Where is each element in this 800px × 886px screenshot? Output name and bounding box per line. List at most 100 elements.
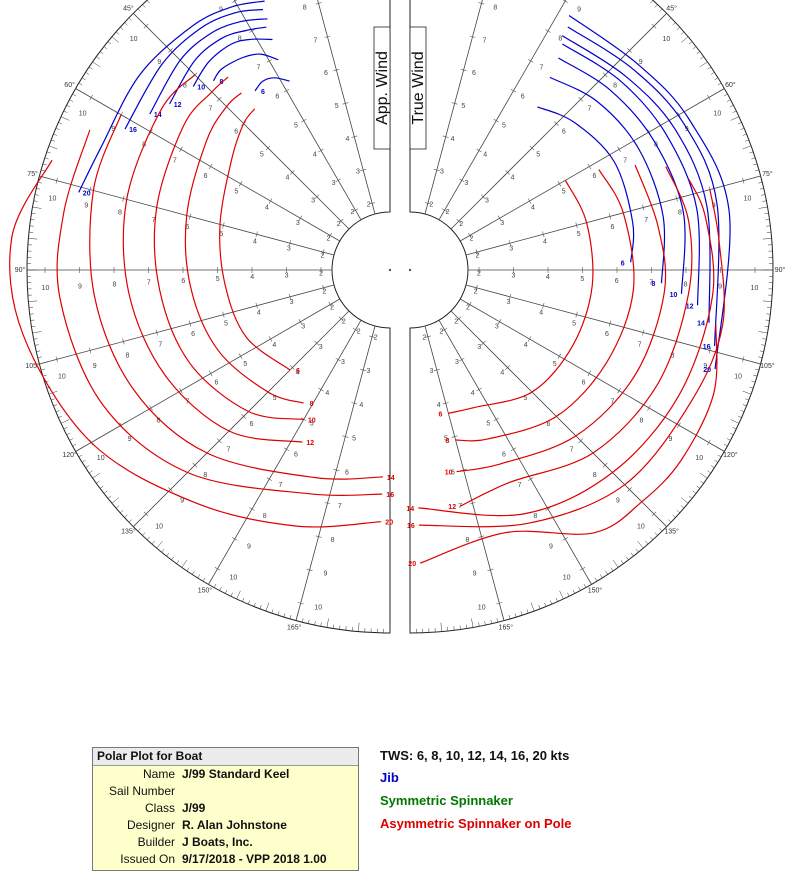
ring-label: 2 <box>321 253 325 260</box>
rim-tick <box>60 419 70 424</box>
info-value: J/99 Standard Keel <box>182 767 290 781</box>
ring-tick <box>627 48 632 53</box>
ring-label: 10 <box>714 110 722 117</box>
curve-jib-8 <box>549 76 666 284</box>
rim-tick <box>599 574 603 578</box>
info-key: Builder <box>137 835 175 849</box>
rim-tick <box>490 619 492 624</box>
rim-tick <box>761 194 766 196</box>
rim-tick <box>63 427 68 430</box>
info-key: Issued On <box>120 852 175 866</box>
rim-tick <box>53 133 58 136</box>
ring-tick <box>328 301 332 308</box>
ring-tick <box>529 145 535 151</box>
rim-tick <box>758 356 763 359</box>
rim-tick <box>645 540 649 545</box>
panel-title: App. Wind <box>374 51 391 125</box>
ring-tick <box>55 356 58 363</box>
ring-label: 2 <box>330 305 334 312</box>
rim-tick <box>729 104 734 108</box>
rim-tick <box>668 17 672 21</box>
rim-tick <box>259 605 262 609</box>
ring-tick <box>322 249 325 256</box>
rim-tick <box>714 77 718 81</box>
ring-tick <box>587 370 592 377</box>
ring-tick <box>214 567 221 571</box>
ring-label: 6 <box>451 470 455 477</box>
ring-label: 3 <box>477 344 481 351</box>
ring-label: 2 <box>466 305 470 312</box>
ring-label: 7 <box>570 447 574 454</box>
rim-tick <box>745 398 749 401</box>
ring-tick <box>249 29 255 33</box>
ring-tick <box>493 118 499 123</box>
ring-tick <box>677 112 681 118</box>
rim-tick <box>82 459 86 463</box>
ring-label: 2 <box>357 329 361 336</box>
ring-label: 10 <box>478 605 486 612</box>
ring-tick <box>352 328 359 332</box>
rim-tick <box>137 528 141 532</box>
rim-tick <box>745 139 749 142</box>
ring-tick <box>369 202 376 205</box>
info-row-name: Name J/99 Standard Keel <box>93 766 358 783</box>
curve-asymmetric-spinnaker-on-pole-16 <box>418 189 725 528</box>
ring-tick <box>322 284 325 291</box>
ring-tick <box>456 218 462 224</box>
ring-label: 5 <box>444 436 448 443</box>
ring-tick <box>424 202 431 205</box>
rim-tick <box>358 622 360 632</box>
ring-tick <box>318 387 324 392</box>
curve-label: 8 <box>652 281 656 288</box>
curve-label: 8 <box>446 438 450 445</box>
ring-label: 9 <box>157 59 161 66</box>
rim-tick <box>723 443 728 447</box>
ring-tick <box>268 336 273 342</box>
rim-tick <box>161 548 165 553</box>
ring-label: 5 <box>536 152 540 159</box>
ring-label: 10 <box>314 605 322 612</box>
curve-label: 6 <box>261 89 265 96</box>
ring-label: 7 <box>338 503 342 510</box>
rim-tick <box>762 338 767 340</box>
legend-tws: TWS: 6, 8, 10, 12, 14, 16, 20 kts <box>380 748 570 763</box>
rim-tick <box>332 624 335 629</box>
rim-tick <box>496 618 499 623</box>
ring-label: 5 <box>273 395 277 402</box>
ring-tick <box>232 0 238 3</box>
rim-tick <box>103 46 108 50</box>
rim-tick <box>107 495 112 499</box>
rim-tick <box>32 206 42 209</box>
rim-tick <box>530 602 535 612</box>
ring-tick <box>238 181 243 187</box>
rim-tick <box>51 139 55 142</box>
radial-line <box>39 284 335 365</box>
rim-tick <box>85 72 90 75</box>
ring-label: 3 <box>464 180 468 187</box>
ring-label: 7 <box>540 65 544 72</box>
ring-tick <box>602 72 608 78</box>
ring-label: 5 <box>234 189 238 196</box>
rim-tick <box>714 459 718 463</box>
ring-label: 4 <box>546 274 550 281</box>
ring-tick <box>351 402 358 405</box>
rim-tick <box>514 613 517 618</box>
curve-label: 6 <box>621 260 625 267</box>
rim-tick <box>271 609 274 614</box>
ring-tick <box>575 222 578 229</box>
ring-label: 4 <box>531 204 535 211</box>
rim-tick <box>181 559 188 568</box>
rim-tick <box>659 528 663 532</box>
ring-tick <box>647 405 651 411</box>
info-value: J Boats, Inc. <box>182 835 253 849</box>
ring-label: 6 <box>521 93 525 100</box>
ring-label: 3 <box>440 169 444 176</box>
ring-label: 8 <box>118 210 122 217</box>
rim-tick <box>224 589 228 594</box>
ring-tick <box>208 370 213 377</box>
ring-label: 9 <box>180 498 184 505</box>
ring-tick <box>478 2 485 5</box>
angle-label: 105° <box>25 362 40 370</box>
rim-tick <box>625 556 629 561</box>
ring-tick <box>493 417 499 422</box>
